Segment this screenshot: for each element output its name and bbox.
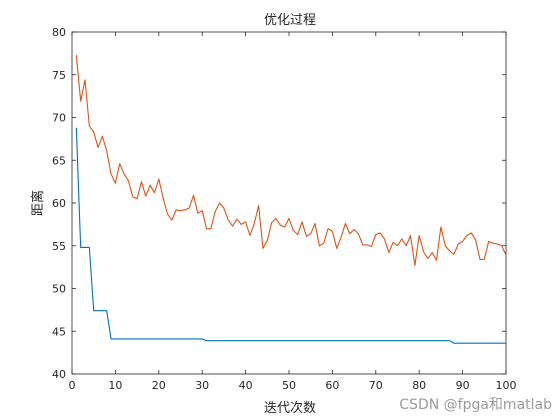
y-axis-label: 距离 — [30, 190, 46, 216]
x-tick-label: 80 — [412, 379, 426, 392]
y-tick-label: 75 — [52, 69, 66, 82]
x-tick-label: 40 — [239, 379, 253, 392]
y-tick-label: 70 — [52, 112, 66, 125]
x-axis-label: 迭代次数 — [264, 400, 316, 416]
x-tick-label: 60 — [325, 379, 339, 392]
series-group — [75, 55, 507, 344]
x-tick-label: 20 — [152, 379, 166, 392]
series-line-1 — [75, 127, 506, 344]
x-tick-label: 30 — [195, 379, 209, 392]
plot-area — [71, 31, 507, 375]
series-line-2 — [75, 55, 507, 266]
y-tick-label: 55 — [52, 240, 66, 253]
y-tick-label: 45 — [52, 325, 66, 338]
y-tick-label: 65 — [52, 154, 66, 167]
x-tick-label: 90 — [456, 379, 470, 392]
y-tick-label: 50 — [52, 283, 66, 296]
y-tick-label: 40 — [52, 368, 66, 381]
y-axis: 40 45 50 55 60 65 70 75 80 — [52, 26, 506, 381]
y-tick-label: 80 — [52, 26, 66, 39]
y-tick-label: 60 — [52, 197, 66, 210]
x-tick-label: 70 — [369, 379, 383, 392]
x-tick-label: 0 — [69, 379, 76, 392]
x-tick-label: 50 — [282, 379, 296, 392]
watermark: CSDN @fpga和matlab — [399, 397, 552, 413]
x-tick-label: 10 — [108, 379, 122, 392]
x-tick-label: 100 — [496, 379, 517, 392]
chart-title: 优化过程 — [264, 13, 316, 28]
x-axis: 0 10 20 30 40 50 60 70 80 90 100 — [69, 32, 517, 392]
